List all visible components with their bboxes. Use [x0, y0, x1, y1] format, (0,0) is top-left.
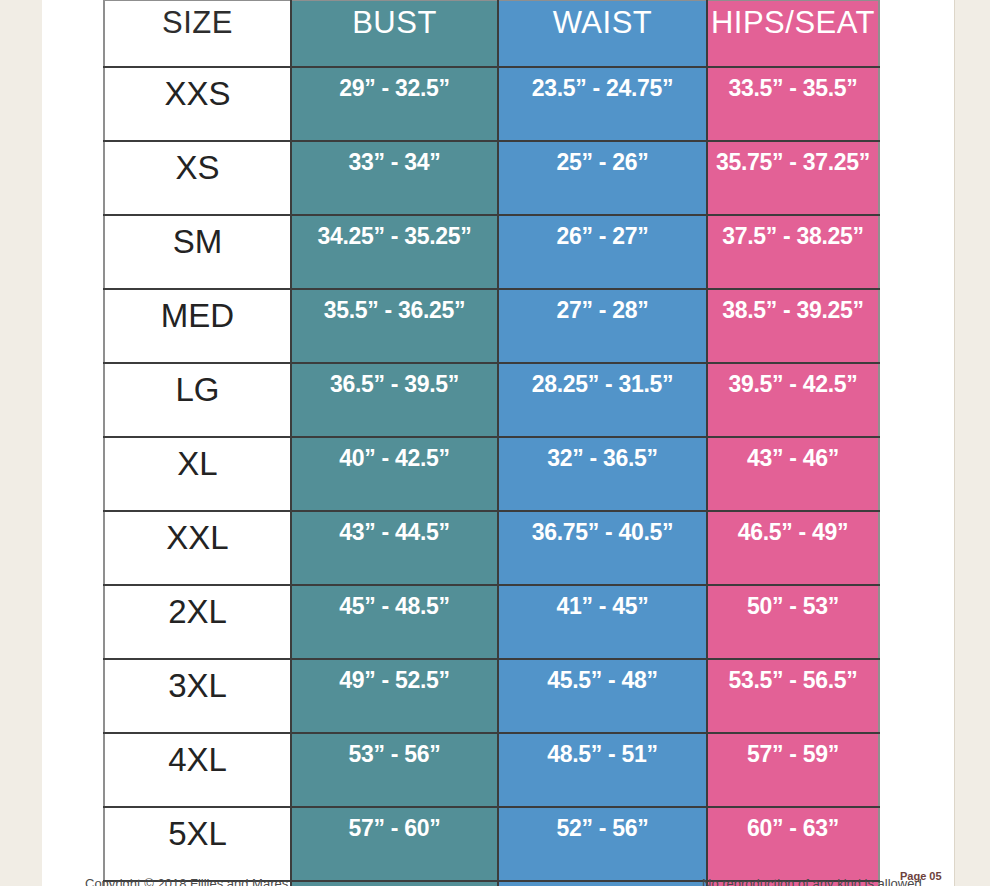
table-row: XXL 43” - 44.5” 36.75” - 40.5” 46.5” - 4… [104, 511, 879, 585]
cell-size: LG [104, 363, 291, 437]
cell-size: 4XL [104, 733, 291, 807]
cell-size: 5XL [104, 807, 291, 881]
cell-size: MED [104, 289, 291, 363]
cell-bust: 40” - 42.5” [291, 437, 498, 511]
cell-hips: 33.5” - 35.5” [707, 67, 879, 141]
header-size: SIZE [104, 0, 291, 67]
table-row: XL 40” - 42.5” 32” - 36.5” 43” - 46” [104, 437, 879, 511]
cell-size: 3XL [104, 659, 291, 733]
table-row: LG 36.5” - 39.5” 28.25” - 31.5” 39.5” - … [104, 363, 879, 437]
cell-size: SM [104, 215, 291, 289]
table-row: 3XL 49” - 52.5” 45.5” - 48” 53.5” - 56.5… [104, 659, 879, 733]
cell-hips: 46.5” - 49” [707, 511, 879, 585]
cell-size: XS [104, 141, 291, 215]
cell-waist: 57” - 60” [498, 881, 707, 886]
cell-hips: 60” - 63” [707, 807, 879, 881]
cell-waist: 36.75” - 40.5” [498, 511, 707, 585]
table-row: 2XL 45” - 48.5” 41” - 45” 50” - 53” [104, 585, 879, 659]
table-row: MED 35.5” - 36.25” 27” - 28” 38.5” - 39.… [104, 289, 879, 363]
cell-size: 2XL [104, 585, 291, 659]
cell-waist: 27” - 28” [498, 289, 707, 363]
table-row: XS 33” - 34” 25” - 26” 35.75” - 37.25” [104, 141, 879, 215]
cell-waist: 26” - 27” [498, 215, 707, 289]
cell-hips: 39.5” - 42.5” [707, 363, 879, 437]
cell-bust: 53” - 56” [291, 733, 498, 807]
cell-bust: 45” - 48.5” [291, 585, 498, 659]
cell-hips: 38.5” - 39.25” [707, 289, 879, 363]
cell-bust: 61” - 63” [291, 881, 498, 886]
cell-hips: 53.5” - 56.5” [707, 659, 879, 733]
cell-hips: 43” - 46” [707, 437, 879, 511]
cell-bust: 34.25” - 35.25” [291, 215, 498, 289]
cell-bust: 57” - 60” [291, 807, 498, 881]
cell-bust: 36.5” - 39.5” [291, 363, 498, 437]
cell-hips: 57” - 59” [707, 733, 879, 807]
header-hips: HIPS/SEAT [707, 0, 879, 67]
cell-bust: 35.5” - 36.25” [291, 289, 498, 363]
size-chart-table: SIZE BUST WAIST HIPS/SEAT XXS 29” - 32.5… [103, 0, 880, 886]
cell-size: XL [104, 437, 291, 511]
cell-hips: 50” - 53” [707, 585, 879, 659]
cell-bust: 49” - 52.5” [291, 659, 498, 733]
document-page-background: { "size_chart": { "headers": { "size": "… [0, 0, 990, 886]
cell-size: XXS [104, 67, 291, 141]
cell-bust: 43” - 44.5” [291, 511, 498, 585]
footer-copyright-text: Copyright © 2018 Fillies and Mares [85, 876, 288, 886]
header-bust: BUST [291, 0, 498, 67]
cell-hips: 35.75” - 37.25” [707, 141, 879, 215]
cell-waist: 23.5” - 24.75” [498, 67, 707, 141]
cell-bust: 33” - 34” [291, 141, 498, 215]
cell-size: XXL [104, 511, 291, 585]
table-row: XXS 29” - 32.5” 23.5” - 24.75” 33.5” - 3… [104, 67, 879, 141]
table-row: 5XL 57” - 60” 52” - 56” 60” - 63” [104, 807, 879, 881]
table-row: 4XL 53” - 56” 48.5” - 51” 57” - 59” [104, 733, 879, 807]
cell-hips: 37.5” - 38.25” [707, 215, 879, 289]
header-waist: WAIST [498, 0, 707, 67]
cell-waist: 48.5” - 51” [498, 733, 707, 807]
cell-waist: 52” - 56” [498, 807, 707, 881]
cell-waist: 28.25” - 31.5” [498, 363, 707, 437]
cell-waist: 32” - 36.5” [498, 437, 707, 511]
cell-bust: 29” - 32.5” [291, 67, 498, 141]
header-row: SIZE BUST WAIST HIPS/SEAT [104, 0, 879, 67]
footer-notice-text: No reproduction of any kind is allowed [702, 876, 922, 886]
document-page: SIZE BUST WAIST HIPS/SEAT XXS 29” - 32.5… [42, 0, 955, 886]
cell-waist: 45.5” - 48” [498, 659, 707, 733]
cell-waist: 25” - 26” [498, 141, 707, 215]
cell-waist: 41” - 45” [498, 585, 707, 659]
table-row: SM 34.25” - 35.25” 26” - 27” 37.5” - 38.… [104, 215, 879, 289]
